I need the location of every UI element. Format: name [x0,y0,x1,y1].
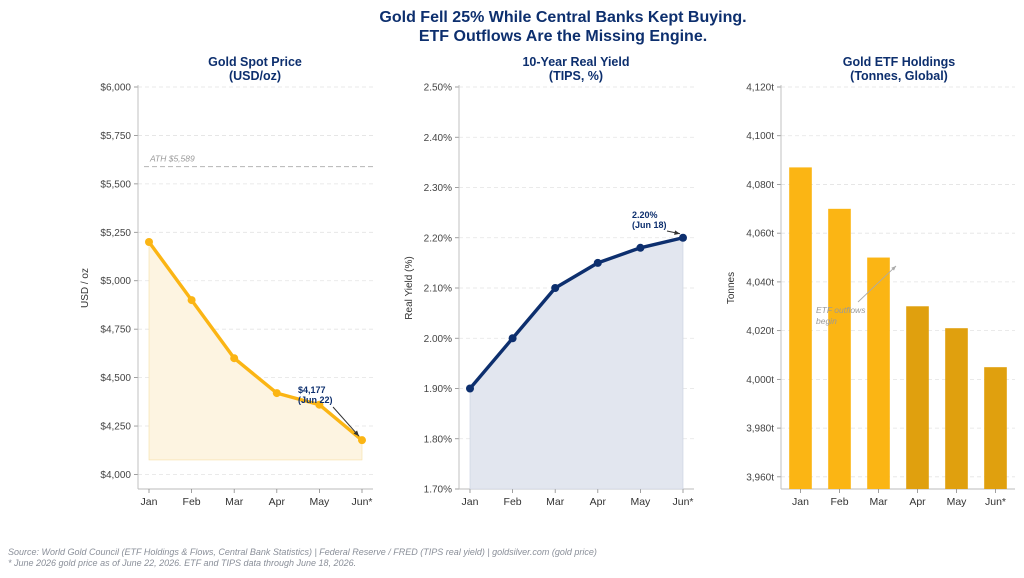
chart-title-line1: 10-Year Real Yield [522,55,629,69]
x-tick-label: May [630,496,651,508]
y-tick-label: $6,000 [100,83,131,94]
figure-title-line1: Gold Fell 25% While Central Banks Kept B… [379,9,746,26]
x-tick-label: Apr [909,496,926,508]
area-fill [148,241,363,461]
annotation-arrow [857,265,897,303]
y-axis-label: Tonnes [726,272,737,304]
x-tick-label: Jun* [351,496,372,508]
chart-title-line1: Gold ETF Holdings [843,55,956,69]
figure-title-line2: ETF Outflows Are the Missing Engine. [419,28,707,45]
y-tick-label: $5,500 [100,179,131,190]
y-tick-label: 3,960t [746,472,774,483]
y-tick-label: 3,980t [746,424,774,435]
y-axis-label: USD / oz [80,268,91,308]
x-tick-label: Jun* [985,496,1006,508]
data-point [187,296,196,305]
y-tick-label: $5,000 [100,276,131,287]
x-tick-label: Mar [546,496,565,508]
x-tick-label: Mar [869,496,888,508]
data-point [593,258,602,267]
annotation-value: $4,177 [298,385,326,395]
x-tick-label: Feb [183,496,201,508]
y-tick-label: 4,020t [746,326,774,337]
x-tick-label: Jan [462,496,479,508]
x-tick-label: Jun* [672,496,693,508]
annotation-value: 2.20% [632,210,658,220]
y-tick-label: 4,080t [746,180,774,191]
y-tick-label: $4,250 [100,422,131,433]
bar [789,167,812,489]
y-tick-label: 2.00% [424,334,452,345]
x-tick-label: May [309,496,330,508]
y-tick-label: $4,750 [100,325,131,336]
gold-price-chart: Gold Spot Price(USD/oz) $4,000 $4,250 $4,50… [80,55,373,508]
chart-title-line1: Gold Spot Price [208,55,302,69]
data-point [145,237,153,246]
y-tick-label: 2.10% [424,284,452,295]
data-point [358,436,366,445]
ath-reference-label: ATH $5,589 [149,154,195,164]
y-tick-label: 2.30% [424,183,452,194]
data-point [679,233,687,242]
data-point [315,400,324,409]
x-tick-label: Feb [830,496,848,508]
y-tick-label: 2.20% [424,233,452,244]
y-tick-label: 4,100t [746,131,774,142]
bar [984,367,1007,489]
y-tick-label: 4,060t [746,229,774,240]
y-tick-label: $5,250 [100,228,131,239]
annotation-date: (Jun 22) [298,395,333,405]
x-tick-label: Mar [225,496,244,508]
data-point [466,384,474,393]
chart-title-line2: (TIPS, %) [549,69,603,83]
chart-title-line2: (USD/oz) [229,69,281,83]
bar [867,257,890,489]
footer-note: * June 2026 gold price as of June 22, 20… [8,558,357,568]
annotation-arrowhead [353,430,359,437]
bar [828,208,851,489]
x-tick-label: Feb [504,496,522,508]
y-tick-label: 1.90% [424,384,452,395]
x-tick-label: Apr [590,496,607,508]
y-tick-label: 1.70% [424,485,452,496]
annotation-date: (Jun 18) [632,220,667,230]
series-line [147,240,364,442]
annotation-arrowhead [891,266,896,271]
y-tick-label: $4,500 [100,373,131,384]
x-tick-label: Jan [792,496,809,508]
series-line [468,236,685,391]
y-tick-label: 4,040t [746,277,774,288]
y-tick-label: 2.40% [424,133,452,144]
annotation-arrow [332,406,360,437]
y-tick-label: 4,000t [746,375,774,386]
y-tick-label: $5,750 [100,131,131,142]
y-tick-label: 4,120t [746,83,774,94]
bar [945,328,968,489]
y-tick-label: $4,000 [100,470,131,481]
annotation-text-line2: begin [816,316,837,326]
footer-source: Source: World Gold Council (ETF Holdings… [8,547,597,557]
annotation-arrowhead [674,230,680,235]
y-tick-label: 1.80% [424,434,452,445]
data-point [230,354,239,363]
x-tick-label: Apr [269,496,286,508]
etf-holdings-chart: Gold ETF Holdings(Tonnes, Global) 3,960t 3… [726,55,1015,508]
y-tick-label: 2.50% [424,83,452,94]
data-point [508,334,517,343]
data-point [272,389,281,398]
x-tick-label: Jan [141,496,158,508]
chart-title-line2: (Tonnes, Global) [850,69,948,83]
data-point [551,284,560,292]
data-point [636,243,645,252]
x-tick-label: May [947,496,968,508]
real-yield-chart: 10-Year Real Yield(TIPS, %) 1.70% 1.80% 1.9… [404,55,694,508]
y-axis-label: Real Yield (%) [404,256,415,319]
bar [906,306,929,489]
annotation-text-line1: ETF outflows [816,305,866,315]
